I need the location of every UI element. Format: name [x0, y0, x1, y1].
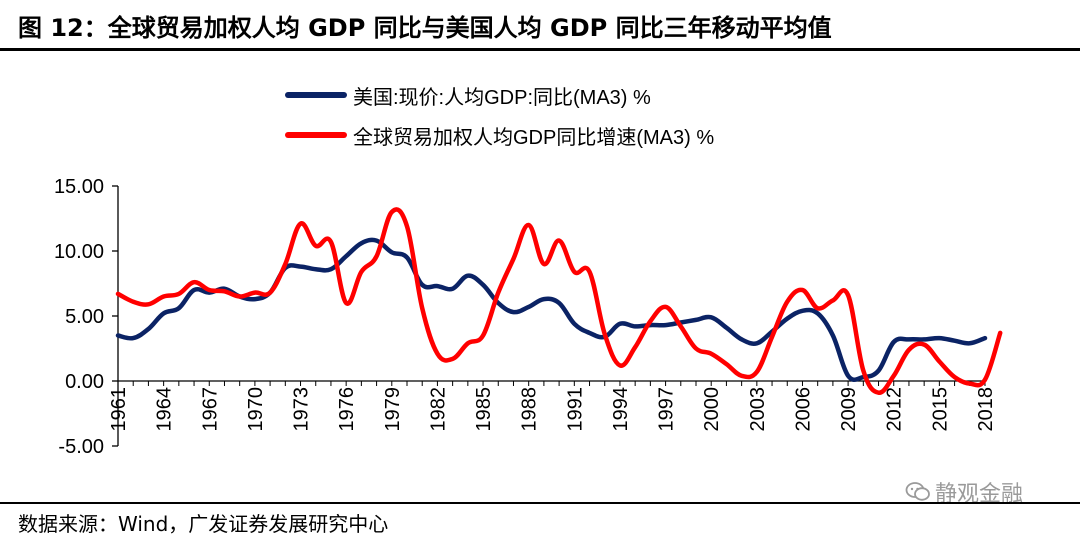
y-tick-label: 0.00: [65, 371, 104, 393]
x-tick-label: 2012: [884, 387, 906, 432]
x-tick-label: 2015: [929, 387, 951, 432]
x-tick-label: 1982: [427, 387, 449, 432]
y-tick-label: -5.00: [58, 436, 104, 458]
y-tick-label: 15.00: [54, 176, 104, 198]
x-tick-label: 2006: [792, 387, 814, 432]
chart-title: 图 12：全球贸易加权人均 GDP 同比与美国人均 GDP 同比三年移动平均值: [18, 14, 832, 42]
x-tick-label: 1967: [199, 387, 221, 432]
x-tick-label: 1976: [336, 387, 358, 432]
wechat-icon: [905, 482, 930, 501]
x-tick-label: 1985: [473, 387, 495, 432]
x-tick-label: 1994: [610, 387, 632, 432]
x-tick-label: 1991: [564, 387, 586, 432]
x-tick-label: 1964: [154, 387, 176, 432]
x-tick-label: 1973: [291, 387, 313, 432]
y-tick-label: 5.00: [65, 306, 104, 328]
legend-item-global: 全球贸易加权人均GDP同比增速(MA3) %: [285, 120, 714, 150]
legend-label-global: 全球贸易加权人均GDP同比增速(MA3) %: [353, 126, 715, 149]
footer-divider: [0, 502, 1080, 504]
y-tick-label: 10.00: [54, 241, 104, 263]
source-note: 数据来源：Wind，广发证券发展研究中心: [18, 512, 389, 536]
title-divider: [0, 48, 1080, 51]
legend-item-us: 美国:现价:人均GDP:同比(MA3) %: [285, 80, 651, 110]
legend-swatch-global: [285, 132, 347, 138]
legend-swatch-us: [285, 92, 347, 98]
x-tick-label: 1988: [519, 387, 541, 432]
x-tick-label: 1970: [245, 387, 267, 432]
x-tick-label: 1979: [382, 387, 404, 432]
x-tick-label: 2009: [838, 387, 860, 432]
series-line-us: [115, 237, 988, 382]
series-line-global: [115, 207, 1003, 395]
x-tick-label: 2018: [975, 387, 997, 432]
x-tick-label: 2003: [747, 387, 769, 432]
x-tick-label: 1961: [108, 387, 130, 432]
legend-label-us: 美国:现价:人均GDP:同比(MA3) %: [353, 86, 651, 109]
x-tick-label: 1997: [656, 387, 678, 432]
x-tick-label: 2000: [701, 387, 723, 432]
